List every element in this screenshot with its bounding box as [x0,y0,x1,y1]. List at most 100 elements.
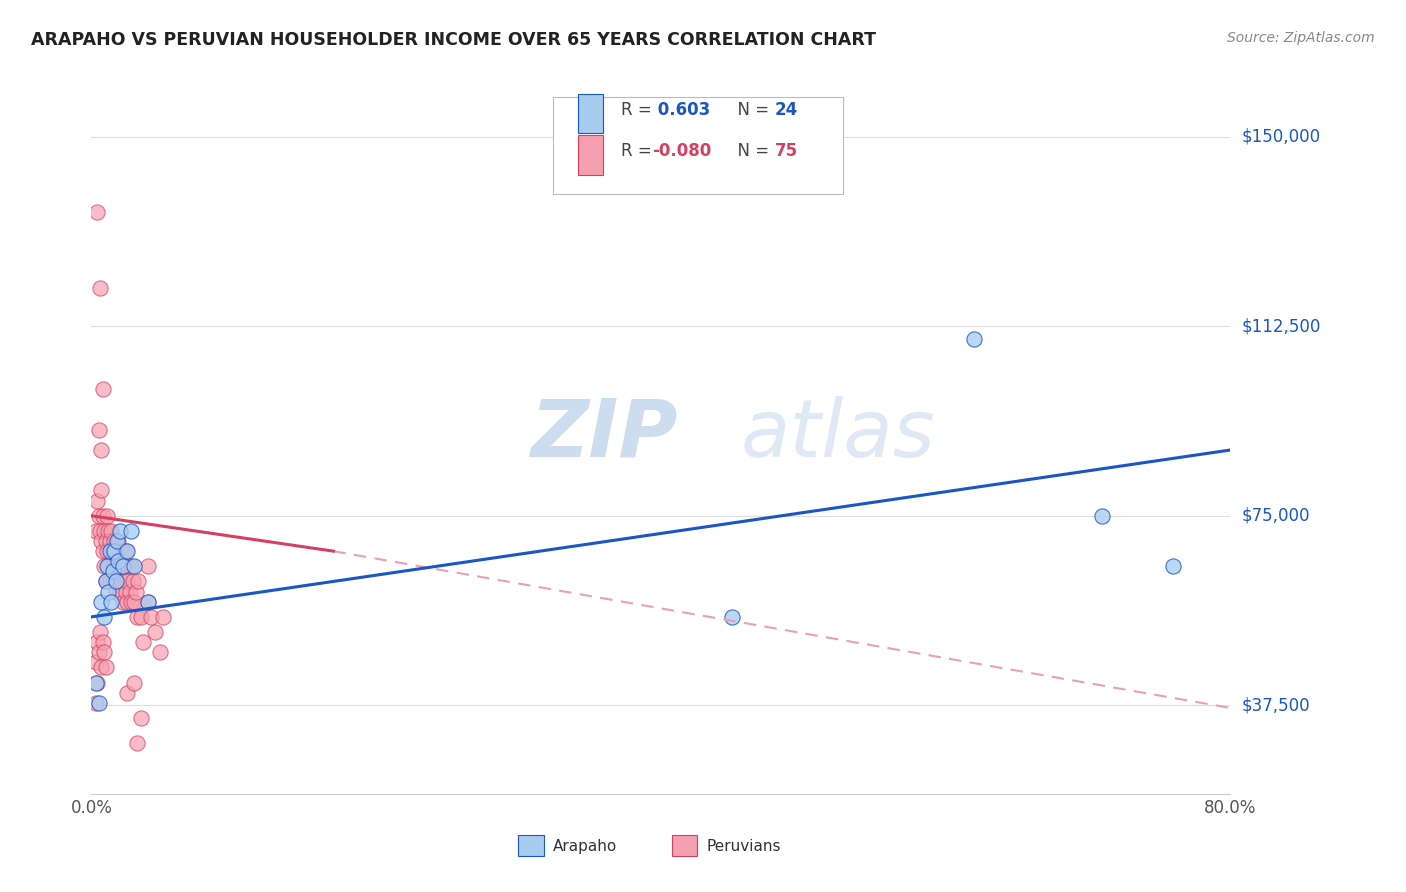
Text: ZIP: ZIP [530,396,678,474]
FancyBboxPatch shape [672,835,697,856]
Point [115,595,138,609]
Point [93,559,115,574]
Point [87,423,110,437]
Point [90,595,112,609]
Text: R =: R = [621,142,657,160]
Point [89,625,111,640]
Point [84,696,107,710]
Point [121,574,143,589]
Point [87,696,110,710]
Text: Arapaho: Arapaho [553,838,617,854]
Point [108,559,131,574]
Text: -0.080: -0.080 [652,142,711,160]
Point [103,544,125,558]
Point [107,559,129,574]
Point [127,574,149,589]
Point [111,544,134,558]
Text: N =: N = [727,142,775,160]
Point [91,544,114,558]
Point [145,625,167,640]
Point [105,544,128,558]
Point [1161,559,1184,574]
Point [97,584,120,599]
Point [963,332,986,346]
Point [101,559,124,574]
Point [141,610,163,624]
Point [138,595,160,609]
Point [107,534,129,549]
Point [87,645,110,659]
Point [108,524,131,538]
Text: ARAPAHO VS PERUVIAN HOUSEHOLDER INCOME OVER 65 YEARS CORRELATION CHART: ARAPAHO VS PERUVIAN HOUSEHOLDER INCOME O… [31,31,876,49]
Point [124,584,146,599]
Point [118,584,141,599]
Point [93,524,115,538]
Point [89,281,111,295]
Point [94,660,117,674]
Point [98,534,121,549]
Point [115,544,138,558]
Text: R =: R = [621,101,657,119]
Point [93,610,115,624]
Point [94,574,117,589]
Point [86,675,108,690]
Point [120,524,142,538]
Point [120,595,142,609]
Point [138,559,160,574]
Text: 75: 75 [775,142,797,160]
Text: 24: 24 [775,101,799,119]
Point [98,544,121,558]
Text: Peruvians: Peruvians [706,838,780,854]
Point [93,645,115,659]
Point [129,610,152,624]
Point [90,534,112,549]
Point [114,584,136,599]
Point [111,559,134,574]
Text: $150,000: $150,000 [1241,128,1320,145]
Point [104,574,127,589]
Point [91,382,114,396]
Point [91,635,114,649]
FancyBboxPatch shape [578,94,603,133]
Point [115,574,138,589]
Point [149,645,172,659]
Text: $75,000: $75,000 [1241,507,1310,524]
Point [97,524,120,538]
FancyBboxPatch shape [519,835,544,856]
Point [98,574,121,589]
Point [111,595,134,609]
Point [105,574,128,589]
Point [96,508,118,523]
Point [117,559,139,574]
Point [122,559,145,574]
Point [89,524,111,538]
Point [101,544,124,558]
Point [104,584,127,599]
Point [96,559,118,574]
Point [721,610,744,624]
Point [97,559,120,574]
Point [86,205,108,219]
Point [108,584,131,599]
Point [107,554,129,568]
Point [96,544,118,558]
Text: atlas: atlas [741,396,935,474]
Point [122,595,145,609]
Point [152,610,174,624]
FancyBboxPatch shape [553,97,844,194]
Point [84,656,107,670]
Point [86,635,108,649]
Point [115,686,138,700]
Text: Source: ZipAtlas.com: Source: ZipAtlas.com [1227,31,1375,45]
Point [131,635,153,649]
Point [125,610,148,624]
Point [90,443,112,458]
Point [103,574,125,589]
Point [138,595,160,609]
Point [104,559,127,574]
Point [103,534,125,549]
Point [90,660,112,674]
Text: N =: N = [727,101,775,119]
Point [122,675,145,690]
Text: $37,500: $37,500 [1241,697,1310,714]
